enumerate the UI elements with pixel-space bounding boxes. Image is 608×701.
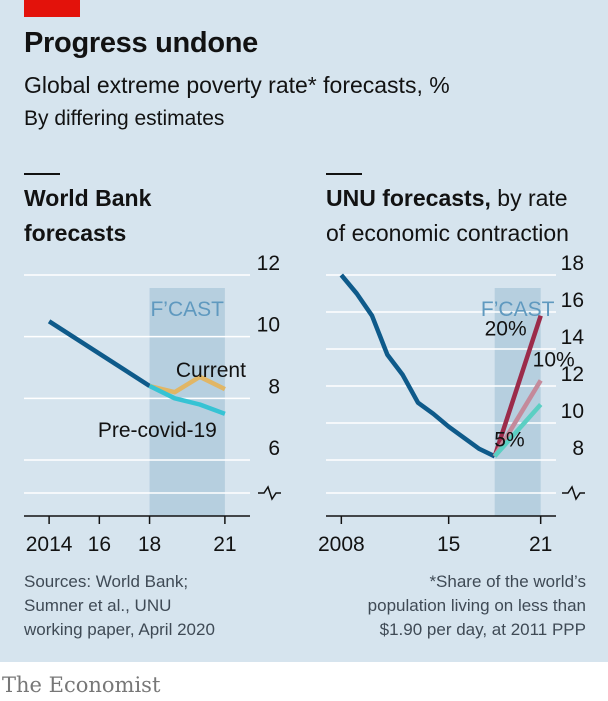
unu-series-line-contraction-10 bbox=[492, 379, 543, 458]
footnote: *Share of the world’s population living … bbox=[286, 570, 586, 642]
unu-x-tick-label: 21 bbox=[529, 533, 552, 556]
unu-series-label-contraction-20: 20% bbox=[485, 318, 527, 341]
footnote-line1: *Share of the world’s bbox=[429, 572, 586, 591]
wb-series-label-current: Current bbox=[176, 359, 246, 382]
unu-y-tick-label: 18 bbox=[561, 252, 584, 275]
unu-forecast-band bbox=[494, 288, 541, 516]
wb-series-label-precovid: Pre-covid-19 bbox=[98, 419, 217, 442]
unu-y-tick-label: 10 bbox=[561, 400, 584, 423]
wb-y-tick-label: 10 bbox=[257, 314, 280, 337]
unu-axis-break-icon bbox=[562, 485, 585, 501]
right-chart-rule bbox=[326, 173, 362, 175]
economist-red-tab bbox=[24, 0, 80, 17]
sources-line1: Sources: World Bank; bbox=[24, 572, 189, 591]
wb-forecast-label: F’CAST bbox=[150, 298, 224, 321]
wb-x-tick-label: 18 bbox=[138, 533, 161, 556]
unu-series-line-contraction-5 bbox=[493, 403, 543, 458]
unu-series-line-history bbox=[339, 273, 496, 459]
left-chart-rule bbox=[24, 173, 60, 175]
page-subtitle-secondary: By differing estimates bbox=[24, 107, 225, 130]
right-chart-title-rest: by rate bbox=[490, 185, 568, 211]
unu-y-tick-label: 16 bbox=[561, 289, 584, 312]
sources-note: Sources: World Bank; Sumner et al., UNU … bbox=[24, 570, 284, 642]
unu-y-tick-label: 8 bbox=[572, 437, 584, 460]
unu-series-label-contraction-10: 10% bbox=[533, 348, 575, 371]
wb-x-tick-label: 16 bbox=[88, 533, 111, 556]
right-chart-title-bold: UNU forecasts, bbox=[326, 185, 491, 211]
footnote-line2: population living on less than bbox=[367, 596, 586, 615]
sources-line2: Sumner et al., UNU bbox=[24, 596, 172, 615]
wb-series-line-history bbox=[47, 319, 151, 388]
right-chart-title: UNU forecasts, by rate of economic contr… bbox=[326, 181, 596, 251]
left-chart-title: World Bank forecasts bbox=[24, 181, 224, 251]
wb-y-tick-label: 8 bbox=[268, 375, 280, 398]
wb-series-line-precovid bbox=[148, 383, 226, 416]
wb-x-tick-label: 21 bbox=[213, 533, 236, 556]
left-chart-title-line1: World Bank bbox=[24, 185, 152, 211]
left-chart-title-line2: forecasts bbox=[24, 220, 127, 246]
footnote-line3: $1.90 per day, at 2011 PPP bbox=[379, 620, 586, 639]
economist-brand: The Economist bbox=[2, 673, 161, 697]
unu-series-label-contraction-5: 5% bbox=[494, 429, 524, 452]
right-chart-title-line2: of economic contraction bbox=[326, 220, 569, 246]
page-title: Progress undone bbox=[24, 27, 258, 59]
wb-x-tick-label: 2014 bbox=[26, 533, 73, 556]
unu-x-tick-label: 2008 bbox=[318, 533, 365, 556]
charts-svg: 6 8 10 12 2014 16 18 21 F’CAST Current Pre-covid-1… bbox=[24, 252, 585, 556]
unu-x-tick-label: 15 bbox=[437, 533, 460, 556]
unu-series-line-contraction-20 bbox=[492, 315, 543, 457]
unu-y-tick-label: 14 bbox=[561, 326, 585, 349]
wb-axis-break-icon bbox=[258, 485, 281, 501]
sources-line3: working paper, April 2020 bbox=[24, 620, 215, 639]
unu-forecast-label: F’CAST bbox=[481, 298, 555, 321]
unu-y-tick-label: 12 bbox=[561, 363, 584, 386]
page-subtitle: Global extreme poverty rate* forecasts, … bbox=[24, 72, 450, 98]
wb-series-line-current bbox=[149, 374, 226, 395]
wb-y-tick-label: 12 bbox=[257, 252, 280, 275]
wb-y-tick-label: 6 bbox=[268, 437, 280, 460]
